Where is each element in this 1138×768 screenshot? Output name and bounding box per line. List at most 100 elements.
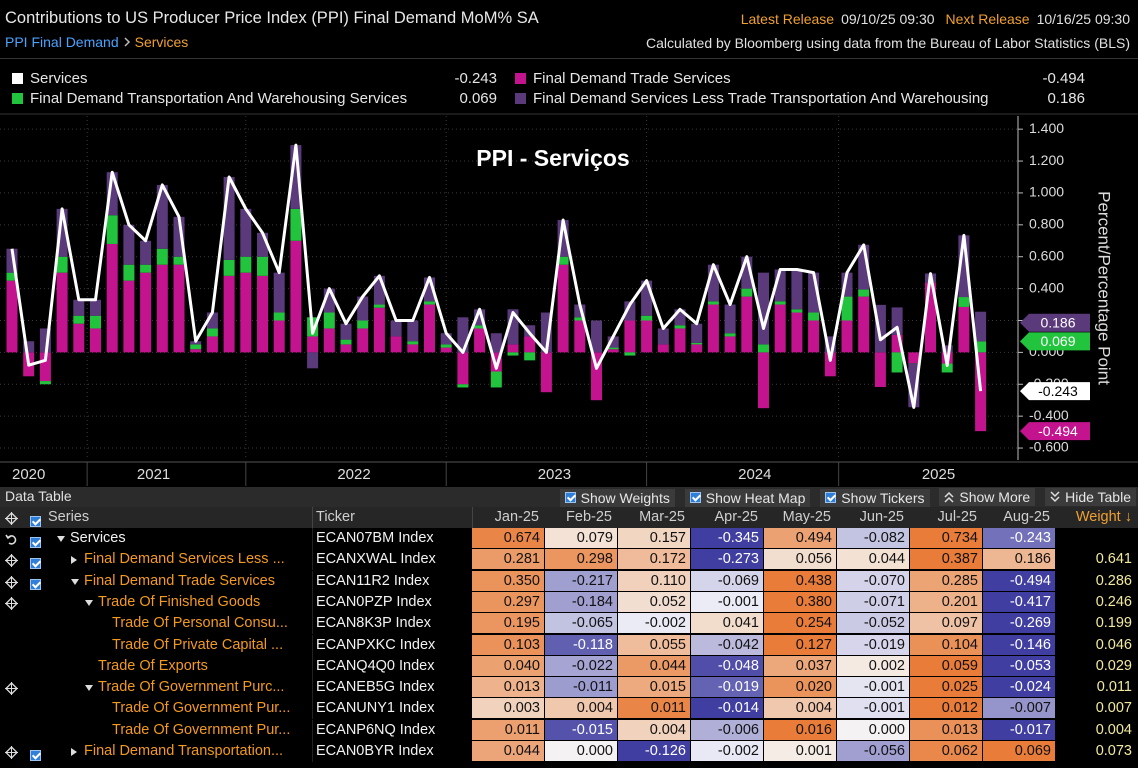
value-cell: -0.065 <box>545 613 618 635</box>
crosshair-icon[interactable] <box>5 575 18 589</box>
bar-segment <box>758 344 769 353</box>
next-release-label: Next Release <box>945 11 1030 27</box>
expander[interactable] <box>71 556 77 565</box>
table-row: Trade Of Personal Consu... ECAN8K3P Index… <box>0 613 1138 635</box>
bar-segment <box>774 304 786 353</box>
bar-segment <box>457 352 469 385</box>
bar-segment <box>791 269 803 310</box>
bar-segment <box>507 309 519 345</box>
bar-segment <box>106 172 118 216</box>
column-header[interactable]: Ticker <box>312 507 472 528</box>
crosshair-icon[interactable] <box>5 745 18 759</box>
breadcrumb-current: Services <box>134 34 189 50</box>
crosshair-icon[interactable] <box>5 681 18 696</box>
value-cell: -0.071 <box>837 591 910 613</box>
breadcrumb-chevron <box>124 37 130 47</box>
value-cell: -0.011 <box>545 677 618 699</box>
expander[interactable] <box>57 536 65 542</box>
checkbox-icon[interactable] <box>30 532 43 548</box>
value-cell: -0.269 <box>983 613 1056 635</box>
chart: -0.600-0.400-0.2000.0000.2000.4000.6000.… <box>0 113 1138 486</box>
bar-segment <box>323 312 335 329</box>
value-cell: 0.079 <box>545 528 618 549</box>
column-header[interactable]: May-25 <box>782 509 831 525</box>
bar-segment <box>674 328 686 353</box>
column-header[interactable]: Apr-25 <box>714 509 758 525</box>
option[interactable]: Hide Table <box>1045 488 1136 506</box>
bar-segment <box>23 341 35 353</box>
expander[interactable] <box>85 599 93 606</box>
bar-segment <box>607 349 619 353</box>
bar-segment <box>340 339 352 345</box>
expander[interactable] <box>71 748 77 756</box>
table-row: Trade Of Exports ECANQ4Q0 Index 0.040 -0.02… <box>0 655 1138 677</box>
series-name: Trade Of Personal Consu... <box>112 615 288 632</box>
value-cell: -0.002 <box>618 613 691 635</box>
column-header[interactable]: Feb-25 <box>566 509 612 525</box>
expander[interactable] <box>85 685 93 692</box>
latest-release: 09/10/25 09:30 <box>841 11 935 27</box>
checkbox-icon[interactable] <box>30 575 43 591</box>
bar-segment <box>90 315 101 329</box>
bar-segment <box>707 264 719 302</box>
checkbox-icon[interactable] <box>30 553 43 569</box>
crosshair-icon[interactable] <box>5 596 18 610</box>
bar-segment <box>574 320 586 353</box>
bar-segment <box>340 323 352 340</box>
option[interactable]: Show More <box>939 488 1036 506</box>
weight-cell: 0.286 <box>1095 572 1132 589</box>
bar-segment <box>273 320 285 353</box>
column-header[interactable]: Aug-25 <box>1003 509 1050 525</box>
series-cell: Services <box>45 528 312 549</box>
expander[interactable] <box>71 578 79 585</box>
crosshair-icon[interactable] <box>5 511 18 525</box>
bar-segment <box>641 320 653 353</box>
bar-segment <box>190 341 202 345</box>
bar-segment <box>357 328 369 353</box>
checkbox[interactable] <box>825 492 837 503</box>
bar-segment <box>6 272 18 281</box>
value-cell: 0.052 <box>618 591 691 613</box>
column-header[interactable]: Jan-25 <box>472 507 545 528</box>
bar-segment <box>557 256 569 265</box>
undo-icon[interactable] <box>5 532 18 545</box>
bar-segment <box>941 345 953 353</box>
value-tag <box>1020 382 1090 401</box>
column-header[interactable]: Weight ↓ <box>1075 509 1132 525</box>
legend-value: -0.494 <box>1042 70 1085 87</box>
bar-segment <box>858 296 870 353</box>
value-cell: -0.048 <box>691 655 764 677</box>
checkbox-icon[interactable] <box>30 745 43 761</box>
breadcrumb-link[interactable]: PPI Final Demand <box>5 34 119 50</box>
bar-segment <box>257 275 268 353</box>
bar-segment <box>591 352 602 401</box>
value-tag <box>1020 313 1090 332</box>
bar-segment <box>140 264 152 273</box>
option[interactable]: Show Heat Map <box>684 488 811 507</box>
checkbox[interactable] <box>564 492 576 503</box>
value-cell: -0.002 <box>691 741 764 762</box>
bar-segment <box>691 344 703 353</box>
chevron-up-icon <box>944 491 954 503</box>
checkbox[interactable] <box>689 492 701 503</box>
crosshair-icon[interactable] <box>5 553 18 568</box>
bar-segment <box>657 344 669 353</box>
value-cell: 0.438 <box>764 570 837 592</box>
bar-segment <box>624 352 636 356</box>
checkbox-icon[interactable] <box>30 511 43 527</box>
value-cell: 0.069 <box>983 741 1056 762</box>
column-header[interactable]: Mar-25 <box>639 509 685 525</box>
bar-segment <box>724 333 736 337</box>
column-header[interactable]: Jul-25 <box>937 509 978 525</box>
bar-segment <box>390 336 402 353</box>
value-cell: -0.494 <box>983 570 1056 592</box>
bar-segment <box>323 328 335 353</box>
option[interactable]: Show Weights <box>559 488 675 507</box>
option[interactable]: Show Tickers <box>820 488 930 507</box>
value-tag-label: -0.243 <box>1038 383 1078 399</box>
column-header[interactable]: Jun-25 <box>859 509 904 525</box>
bar-segment <box>591 320 602 353</box>
series-cell: Trade Of Personal Consu... <box>45 613 312 634</box>
column-header[interactable]: Series <box>48 509 90 525</box>
bar-segment <box>858 289 870 297</box>
